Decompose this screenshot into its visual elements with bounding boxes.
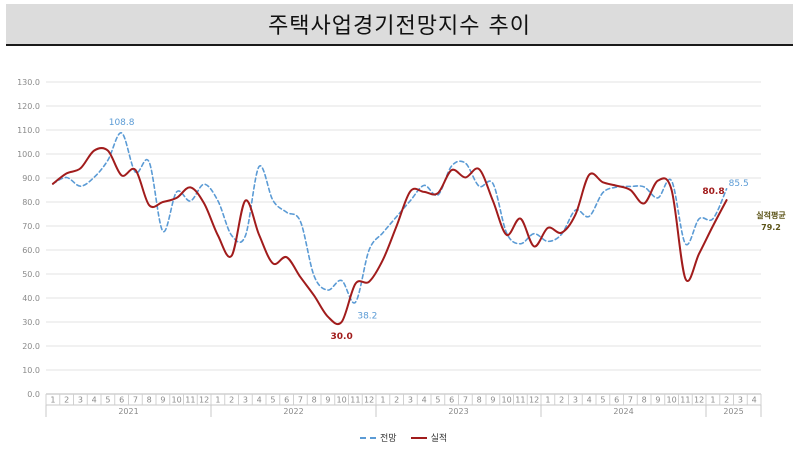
x-tick-label: 3 — [78, 396, 83, 405]
y-tick-label: 130.0 — [17, 78, 40, 87]
y-tick-label: 60.0 — [22, 246, 40, 255]
x-tick-label: 5 — [105, 396, 110, 405]
x-tick-label: 8 — [147, 396, 152, 405]
x-tick-label: 5 — [435, 396, 440, 405]
legend-label-actual: 실적 — [430, 434, 448, 444]
y-tick-label: 30.0 — [22, 318, 40, 327]
x-tick-label: 12 — [694, 396, 704, 405]
x-tick-label: 8 — [477, 396, 482, 405]
x-tick-label: 12 — [199, 396, 209, 405]
x-tick-label: 7 — [463, 396, 468, 405]
x-tick-label: 4 — [422, 396, 427, 405]
y-tick-label: 20.0 — [22, 342, 40, 351]
x-tick-label: 8 — [312, 396, 317, 405]
x-tick-label: 1 — [50, 396, 55, 405]
x-tick-label: 6 — [119, 396, 124, 405]
x-tick-label: 9 — [325, 396, 330, 405]
y-tick-label: 10.0 — [22, 366, 40, 375]
x-tick-label: 1 — [545, 396, 550, 405]
x-tick-label: 6 — [449, 396, 454, 405]
x-tick-label: 10 — [337, 396, 347, 405]
x-tick-label: 5 — [270, 396, 275, 405]
data-label-actual-last: 80.8 — [702, 187, 724, 197]
x-tick-label: 9 — [490, 396, 495, 405]
x-tick-label: 11 — [185, 396, 195, 405]
x-tick-label: 7 — [298, 396, 303, 405]
avg-label: 실적평균 — [756, 210, 786, 220]
avg-value: 79.2 — [761, 223, 781, 232]
x-tick-label: 11 — [515, 396, 525, 405]
x-tick-label: 12 — [364, 396, 374, 405]
x-year-label: 2021 — [118, 407, 138, 416]
x-tick-label: 6 — [284, 396, 289, 405]
x-tick-label: 11 — [680, 396, 690, 405]
y-tick-label: 100.0 — [17, 150, 40, 159]
x-tick-label: 2 — [229, 396, 234, 405]
x-tick-label: 6 — [614, 396, 619, 405]
y-tick-label: 80.0 — [22, 198, 40, 207]
x-tick-label: 10 — [502, 396, 512, 405]
legend-swatch-actual — [410, 436, 427, 439]
x-tick-label: 9 — [160, 396, 165, 405]
x-tick-label: 4 — [92, 396, 97, 405]
y-tick-label: 110.0 — [17, 126, 40, 135]
x-tick-label: 4 — [752, 396, 757, 405]
x-tick-label: 1 — [710, 396, 715, 405]
x-year-label: 2025 — [723, 407, 743, 416]
x-tick-label: 10 — [172, 396, 182, 405]
page-title: 주택사업경기전망지수 추이 — [268, 14, 531, 39]
y-tick-label: 120.0 — [17, 102, 40, 111]
x-tick-label: 1 — [215, 396, 220, 405]
x-tick-label: 3 — [408, 396, 413, 405]
x-tick-label: 2 — [64, 396, 69, 405]
x-tick-label: 7 — [628, 396, 633, 405]
x-tick-label: 4 — [587, 396, 592, 405]
x-year-label: 2022 — [283, 407, 303, 416]
x-tick-label: 8 — [642, 396, 647, 405]
x-tick-label: 2 — [724, 396, 729, 405]
x-tick-label: 3 — [573, 396, 578, 405]
data-label-forecast-low: 38.2 — [357, 311, 377, 321]
y-tick-label: 0.0 — [27, 390, 40, 399]
legend-item-actual: 실적 — [410, 431, 448, 444]
x-tick-label: 11 — [350, 396, 360, 405]
chart-legend: 전망 실적 — [360, 431, 447, 444]
data-label-actual-low: 30.0 — [331, 332, 353, 342]
x-tick-label: 7 — [133, 396, 138, 405]
x-tick-label: 2 — [559, 396, 564, 405]
legend-item-forecast: 전망 — [360, 431, 397, 444]
x-year-label: 2023 — [448, 407, 468, 416]
x-tick-label: 12 — [529, 396, 539, 405]
x-tick-label: 10 — [667, 396, 677, 405]
series-line-forecast — [52, 132, 728, 304]
data-label-forecast-last: 85.5 — [729, 179, 749, 189]
x-tick-label: 2 — [394, 396, 399, 405]
title-bar: 주택사업경기전망지수 추이 — [6, 4, 793, 46]
x-tick-label: 4 — [257, 396, 262, 405]
x-tick-label: 1 — [380, 396, 385, 405]
legend-label-forecast: 전망 — [380, 434, 397, 444]
x-tick-label: 9 — [655, 396, 660, 405]
y-tick-label: 70.0 — [22, 222, 40, 231]
y-tick-label: 90.0 — [22, 174, 40, 183]
data-label-forecast-peak: 108.8 — [109, 118, 135, 128]
y-tick-label: 50.0 — [22, 270, 40, 279]
series-line-actual — [51, 146, 728, 326]
x-tick-label: 5 — [600, 396, 605, 405]
x-year-label: 2024 — [613, 407, 633, 416]
x-tick-label: 3 — [738, 396, 743, 405]
x-tick-label: 3 — [243, 396, 248, 405]
y-tick-label: 40.0 — [22, 294, 40, 303]
legend-swatch-forecast — [360, 436, 376, 439]
